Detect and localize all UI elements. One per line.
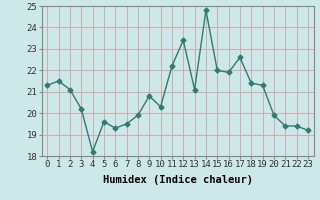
- X-axis label: Humidex (Indice chaleur): Humidex (Indice chaleur): [103, 175, 252, 185]
